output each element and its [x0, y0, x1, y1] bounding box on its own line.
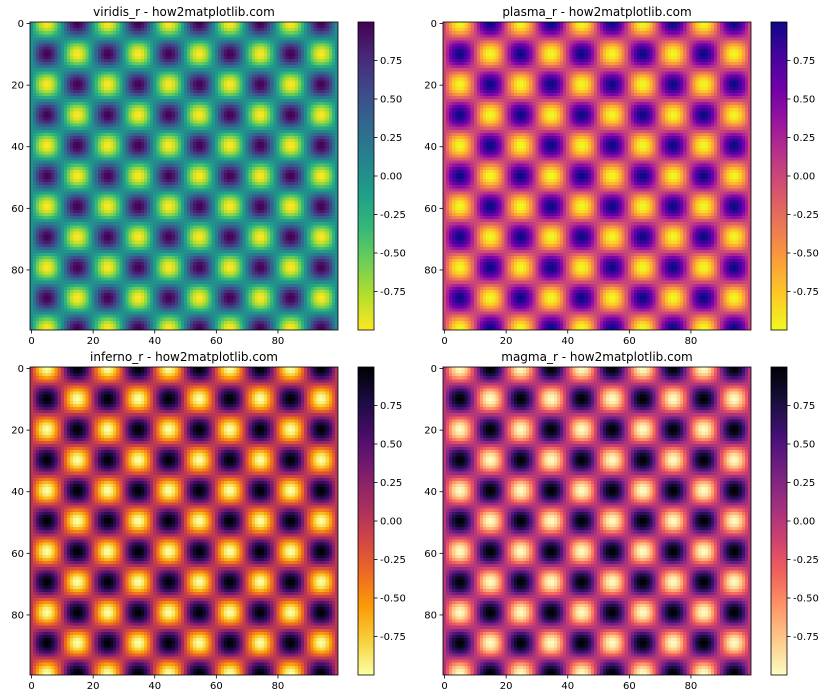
x-tick-label: 40: [561, 336, 574, 347]
colorbar-tick-label: -0.50: [793, 594, 819, 605]
colorbar: [358, 367, 374, 675]
colorbar-tick-label: 0.75: [380, 401, 402, 412]
y-tick-label: 20: [424, 81, 437, 92]
x-tick-label: 20: [500, 336, 513, 347]
colorbar-tick-label: 0.25: [793, 133, 815, 144]
colorbar-tick-label: -0.75: [793, 632, 819, 643]
subplot-inferno: inferno_r - how2matplotlib.com 0 20 40 60 80 0…: [11, 350, 406, 692]
heatmap-image: [443, 22, 751, 330]
colorbar-tick-label: -0.50: [380, 249, 406, 260]
x-tick-label: 20: [500, 681, 513, 692]
colorbar-tick-label: 0.50: [380, 95, 402, 106]
colorbar-tick-label: 0.75: [793, 56, 815, 67]
x-tick-label: 60: [210, 681, 223, 692]
x-tick-label: 20: [87, 336, 100, 347]
subplot-magma: magma_r - how2matplotlib.com 0 20 40 60 80 0 20…: [424, 350, 819, 692]
y-tick-label: 60: [11, 549, 24, 560]
subplot-title: plasma_r - how2matplotlib.com: [502, 5, 691, 19]
colorbar-tick-label: -0.75: [380, 287, 406, 298]
colorbar-tick-label: 0.00: [793, 172, 815, 183]
y-tick-label: 40: [424, 487, 437, 498]
colorbar-tick-label: -0.75: [793, 287, 819, 298]
subplot-title: viridis_r - how2matplotlib.com: [93, 5, 275, 19]
colorbar-tick-label: -0.25: [380, 210, 406, 221]
axes-frame: [442, 366, 752, 676]
y-tick-label: 0: [18, 364, 24, 375]
y-tick-label: 40: [11, 487, 24, 498]
colorbar-tick-label: 0.25: [380, 133, 402, 144]
colorbar-tick-label: 0.50: [793, 440, 815, 451]
subplot-title: inferno_r - how2matplotlib.com: [90, 350, 278, 364]
colorbar-tick-label: 0.25: [380, 478, 402, 489]
axes-frame: [29, 366, 339, 676]
heatmap-image: [30, 367, 338, 675]
heatmap-image: [443, 367, 751, 675]
axes-frame: [442, 21, 752, 331]
x-tick-label: 40: [148, 336, 161, 347]
colorbar-tick-label: 0.50: [380, 440, 402, 451]
colorbar-tick-label: -0.25: [793, 210, 819, 221]
y-tick-label: 80: [424, 610, 437, 621]
colorbar-tick-label: -0.25: [793, 555, 819, 566]
x-tick-label: 80: [272, 336, 285, 347]
y-tick-label: 0: [431, 19, 437, 30]
subplot-plasma: plasma_r - how2matplotlib.com 0 20 40 60 80 0 2…: [424, 5, 819, 347]
y-tick-label: 20: [424, 426, 437, 437]
colorbar-tick-label: -0.50: [793, 249, 819, 260]
subplot-viridis: viridis_r - how2matplotlib.com 0 20 40 60 80 0…: [11, 5, 406, 347]
x-tick-label: 80: [272, 681, 285, 692]
heatmap-image: [30, 22, 338, 330]
colorbar: [771, 367, 787, 675]
x-tick-label: 80: [685, 681, 698, 692]
y-tick-label: 60: [11, 204, 24, 215]
y-tick-label: 0: [431, 364, 437, 375]
axes-frame: [29, 21, 339, 331]
y-tick-label: 60: [424, 549, 437, 560]
x-tick-label: 40: [561, 681, 574, 692]
y-tick-label: 80: [424, 265, 437, 276]
y-tick-label: 20: [11, 426, 24, 437]
colorbar: [771, 22, 787, 330]
y-tick-label: 80: [11, 265, 24, 276]
subplot-title: magma_r - how2matplotlib.com: [501, 350, 692, 364]
colorbar-tick-label: 0.25: [793, 478, 815, 489]
x-tick-label: 20: [87, 681, 100, 692]
colorbar-tick-label: 0.00: [380, 172, 402, 183]
colorbar-tick-label: -0.25: [380, 555, 406, 566]
y-tick-label: 0: [18, 19, 24, 30]
colorbar: [358, 22, 374, 330]
x-tick-label: 0: [441, 681, 447, 692]
colorbar-tick-label: -0.50: [380, 594, 406, 605]
colorbar-tick-label: 0.50: [793, 95, 815, 106]
x-tick-label: 0: [28, 681, 34, 692]
y-tick-label: 60: [424, 204, 437, 215]
colorbar-tick-label: 0.00: [793, 517, 815, 528]
colorbar-tick-label: 0.75: [380, 56, 402, 67]
y-tick-label: 80: [11, 610, 24, 621]
y-tick-label: 40: [424, 142, 437, 153]
colorbar-tick-label: 0.75: [793, 401, 815, 412]
colorbar-tick-label: -0.75: [380, 632, 406, 643]
x-tick-label: 80: [685, 336, 698, 347]
y-tick-label: 40: [11, 142, 24, 153]
colorbar-tick-label: 0.00: [380, 517, 402, 528]
x-tick-label: 0: [28, 336, 34, 347]
x-tick-label: 60: [623, 681, 636, 692]
x-tick-label: 0: [441, 336, 447, 347]
x-tick-label: 60: [623, 336, 636, 347]
x-tick-label: 60: [210, 336, 223, 347]
y-tick-label: 20: [11, 81, 24, 92]
x-tick-label: 40: [148, 681, 161, 692]
